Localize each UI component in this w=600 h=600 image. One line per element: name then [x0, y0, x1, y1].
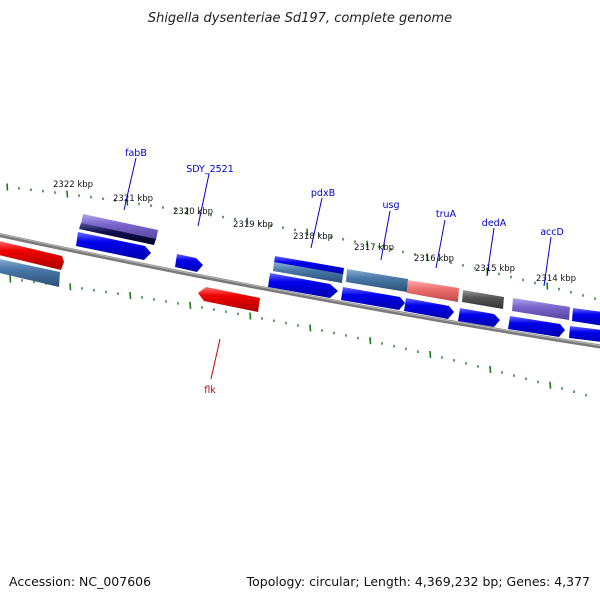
inner-major-tick: [9, 275, 12, 283]
gene-steel-left[interactable]: [0, 258, 60, 287]
outer-major-tick: [306, 228, 309, 236]
gene-flk[interactable]: [198, 287, 260, 312]
gene-accD[interactable]: [512, 298, 570, 320]
gene-truA-blue[interactable]: [404, 298, 454, 319]
scale-label-2315: 2315 kbp: [475, 264, 515, 274]
gene-label-accD[interactable]: accD: [540, 227, 564, 238]
label-leaders: [123, 157, 552, 380]
outer-major-tick: [366, 240, 369, 248]
inner-major-tick: [309, 324, 312, 332]
scale-label-2320: 2320 kbp: [173, 207, 213, 217]
leader-dedA: [486, 227, 495, 277]
leader-accD: [543, 236, 552, 287]
outer-major-tick: [426, 253, 429, 261]
outer-major-tick: [126, 198, 129, 206]
inner-major-tick: [429, 350, 432, 359]
leader-fabB: [123, 157, 137, 211]
outer-major-tick: [246, 217, 249, 225]
gene-label-pdxB[interactable]: pdxB: [311, 188, 335, 199]
gene-pdxB-blue-top[interactable]: [274, 256, 344, 275]
scale-ticks-inner: [9, 275, 587, 397]
gene-red-left[interactable]: [0, 240, 64, 270]
leader-flk: [210, 338, 221, 380]
scale-label-2314: 2314 kbp: [536, 274, 576, 284]
map-title: Shigella dysenteriae Sd197, complete gen…: [148, 11, 452, 26]
gene-label-flk[interactable]: flk: [204, 385, 216, 396]
inner-major-tick: [549, 381, 552, 389]
scale-label-2316: 2316 kbp: [414, 254, 454, 264]
gene-dedA-blue[interactable]: [458, 308, 500, 327]
outer-major-tick: [66, 190, 69, 198]
genome-summary-text: Topology: circular; Length: 4,369,232 bp…: [246, 574, 590, 589]
gene-label-truA[interactable]: truA: [436, 209, 457, 220]
outer-major-tick: [6, 183, 9, 191]
gene-usg[interactable]: [346, 269, 408, 292]
gene-pdxB-blue-bottom[interactable]: [268, 273, 338, 298]
gene-labels: fabB SDY_2521 pdxB usg truA dedA accD fl…: [125, 148, 564, 396]
gene-fabB-navy[interactable]: [79, 223, 156, 245]
gene-blue-right-bottom[interactable]: [569, 326, 600, 343]
scale-label-2322: 2322 kbp: [53, 180, 93, 190]
gene-truA[interactable]: [407, 280, 459, 302]
outer-major-tick: [186, 207, 189, 215]
scale-label-2319: 2319 kbp: [233, 220, 273, 230]
inner-major-tick: [249, 312, 252, 320]
outer-major-tick: [546, 282, 549, 290]
accession-text: Accession: NC_007606: [9, 574, 151, 589]
gene-accD-blue[interactable]: [508, 316, 565, 337]
leader-truA: [435, 219, 446, 269]
inner-major-tick: [489, 365, 492, 373]
gene-blue-right-top[interactable]: [572, 308, 600, 327]
gene-features: [0, 214, 600, 343]
gene-label-dedA[interactable]: dedA: [482, 218, 507, 229]
inner-major-tick: [129, 292, 132, 300]
gene-SDY_2521[interactable]: [175, 254, 203, 272]
gene-label-SDY_2521[interactable]: SDY_2521: [186, 164, 234, 175]
gene-usg-blue[interactable]: [341, 287, 405, 310]
genome-backbone-highlight: [0, 233, 600, 346]
gene-pdxB-steel[interactable]: [273, 262, 343, 283]
inner-major-tick: [369, 337, 372, 345]
leader-pdxB: [310, 197, 323, 249]
gene-label-fabB[interactable]: fabB: [125, 148, 147, 159]
scale-label-2317: 2317 kbp: [354, 243, 394, 253]
leader-SDY_2521: [197, 173, 210, 227]
inner-major-tick: [69, 283, 72, 291]
inner-major-tick: [189, 301, 192, 309]
gene-dedA[interactable]: [462, 290, 504, 309]
gene-label-usg[interactable]: usg: [382, 200, 399, 211]
gene-fabB-blue[interactable]: [76, 232, 151, 260]
leader-usg: [380, 210, 391, 261]
gene-fabB-purple[interactable]: [81, 214, 158, 240]
scale-label-2321: 2321 kbp: [113, 194, 153, 204]
genome-backbone: [0, 233, 600, 349]
